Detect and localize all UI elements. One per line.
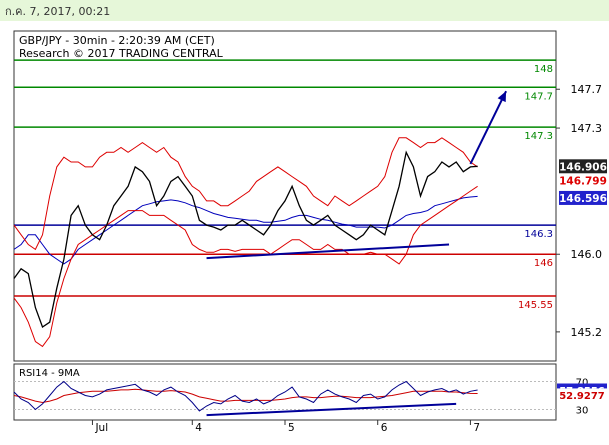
level-label: 146: [534, 258, 553, 269]
time-tick-label: Jul: [94, 422, 108, 434]
chart-subtitle: Research © 2017 TRADING CENTRAL: [19, 47, 224, 60]
price-tag-label: 146.906: [559, 161, 607, 173]
rsi-lines: [13, 380, 478, 417]
indicator-lines: [13, 137, 478, 348]
rsi-axis: 70 30: [576, 378, 589, 417]
arrow-head-icon: [497, 91, 507, 103]
price-tag-box: [559, 159, 607, 174]
price-tag-label: 146.799: [559, 175, 607, 187]
price-tick-label: 146.0: [571, 248, 603, 261]
price-tags: 146.906 146.799 146.596: [559, 159, 607, 205]
time-tick-label: 4: [195, 422, 202, 434]
price-tag-box: [559, 173, 607, 188]
target-arrow: [469, 90, 507, 165]
time-tick-label: 5: [288, 422, 295, 434]
rsi-line: [13, 380, 478, 412]
price-axis: 147.7 147.3 146.0 145.2: [556, 83, 602, 339]
rsi-ma-line: [13, 388, 478, 404]
price-tick-label: 147.7: [571, 83, 603, 96]
price-tick-label: 145.2: [571, 326, 603, 339]
rsi-trendline: [206, 402, 457, 417]
rsi-panel: RSI14 - 9MA 70 30 57.855652.9277: [13, 363, 607, 421]
rsi-tags: 57.855652.9277: [557, 383, 607, 402]
price-panel: 148 147.7 147.3 146.3 146 145.55 GBP/JPY - 30…: [13, 30, 607, 362]
price-line: [13, 150, 478, 328]
level-label: 148: [534, 64, 553, 75]
price-tag-label: 146.596: [559, 193, 607, 205]
rsi-title: RSI14 - 9MA: [19, 368, 80, 379]
time-axis: Jul 4 5 6 7: [91, 420, 480, 434]
rsi-tick-label: 70: [576, 378, 589, 389]
time-tick-label: 6: [381, 422, 388, 434]
level-label: 146.3: [524, 229, 553, 240]
moving-average-line: [13, 195, 478, 265]
price-plot-area: [13, 30, 557, 362]
header-bar: [0, 0, 609, 21]
bollinger-upper-line: [13, 137, 478, 251]
chart-title: GBP/JPY - 30min - 2:20:39 AM (CET): [19, 34, 215, 47]
chart-date-label: ก.ค. 7, 2017, 00:21: [5, 5, 110, 18]
level-label: 147.7: [524, 91, 553, 102]
key-levels: 148 147.7 147.3 146.3 146 145.55: [14, 59, 556, 311]
support-trendline: [206, 243, 450, 260]
price-tick-label: 147.3: [571, 122, 603, 135]
level-label: 147.3: [524, 131, 553, 142]
rsi-tick-label: 30: [576, 406, 589, 417]
rsi-tag-label: 52.9277: [559, 391, 605, 402]
bollinger-lower-line: [13, 185, 478, 348]
annotations: [206, 90, 507, 260]
rsi-tag-box: [557, 388, 607, 402]
time-tick-label: 7: [473, 422, 480, 434]
price-tag-box: [559, 190, 607, 205]
level-label: 145.55: [518, 300, 553, 311]
